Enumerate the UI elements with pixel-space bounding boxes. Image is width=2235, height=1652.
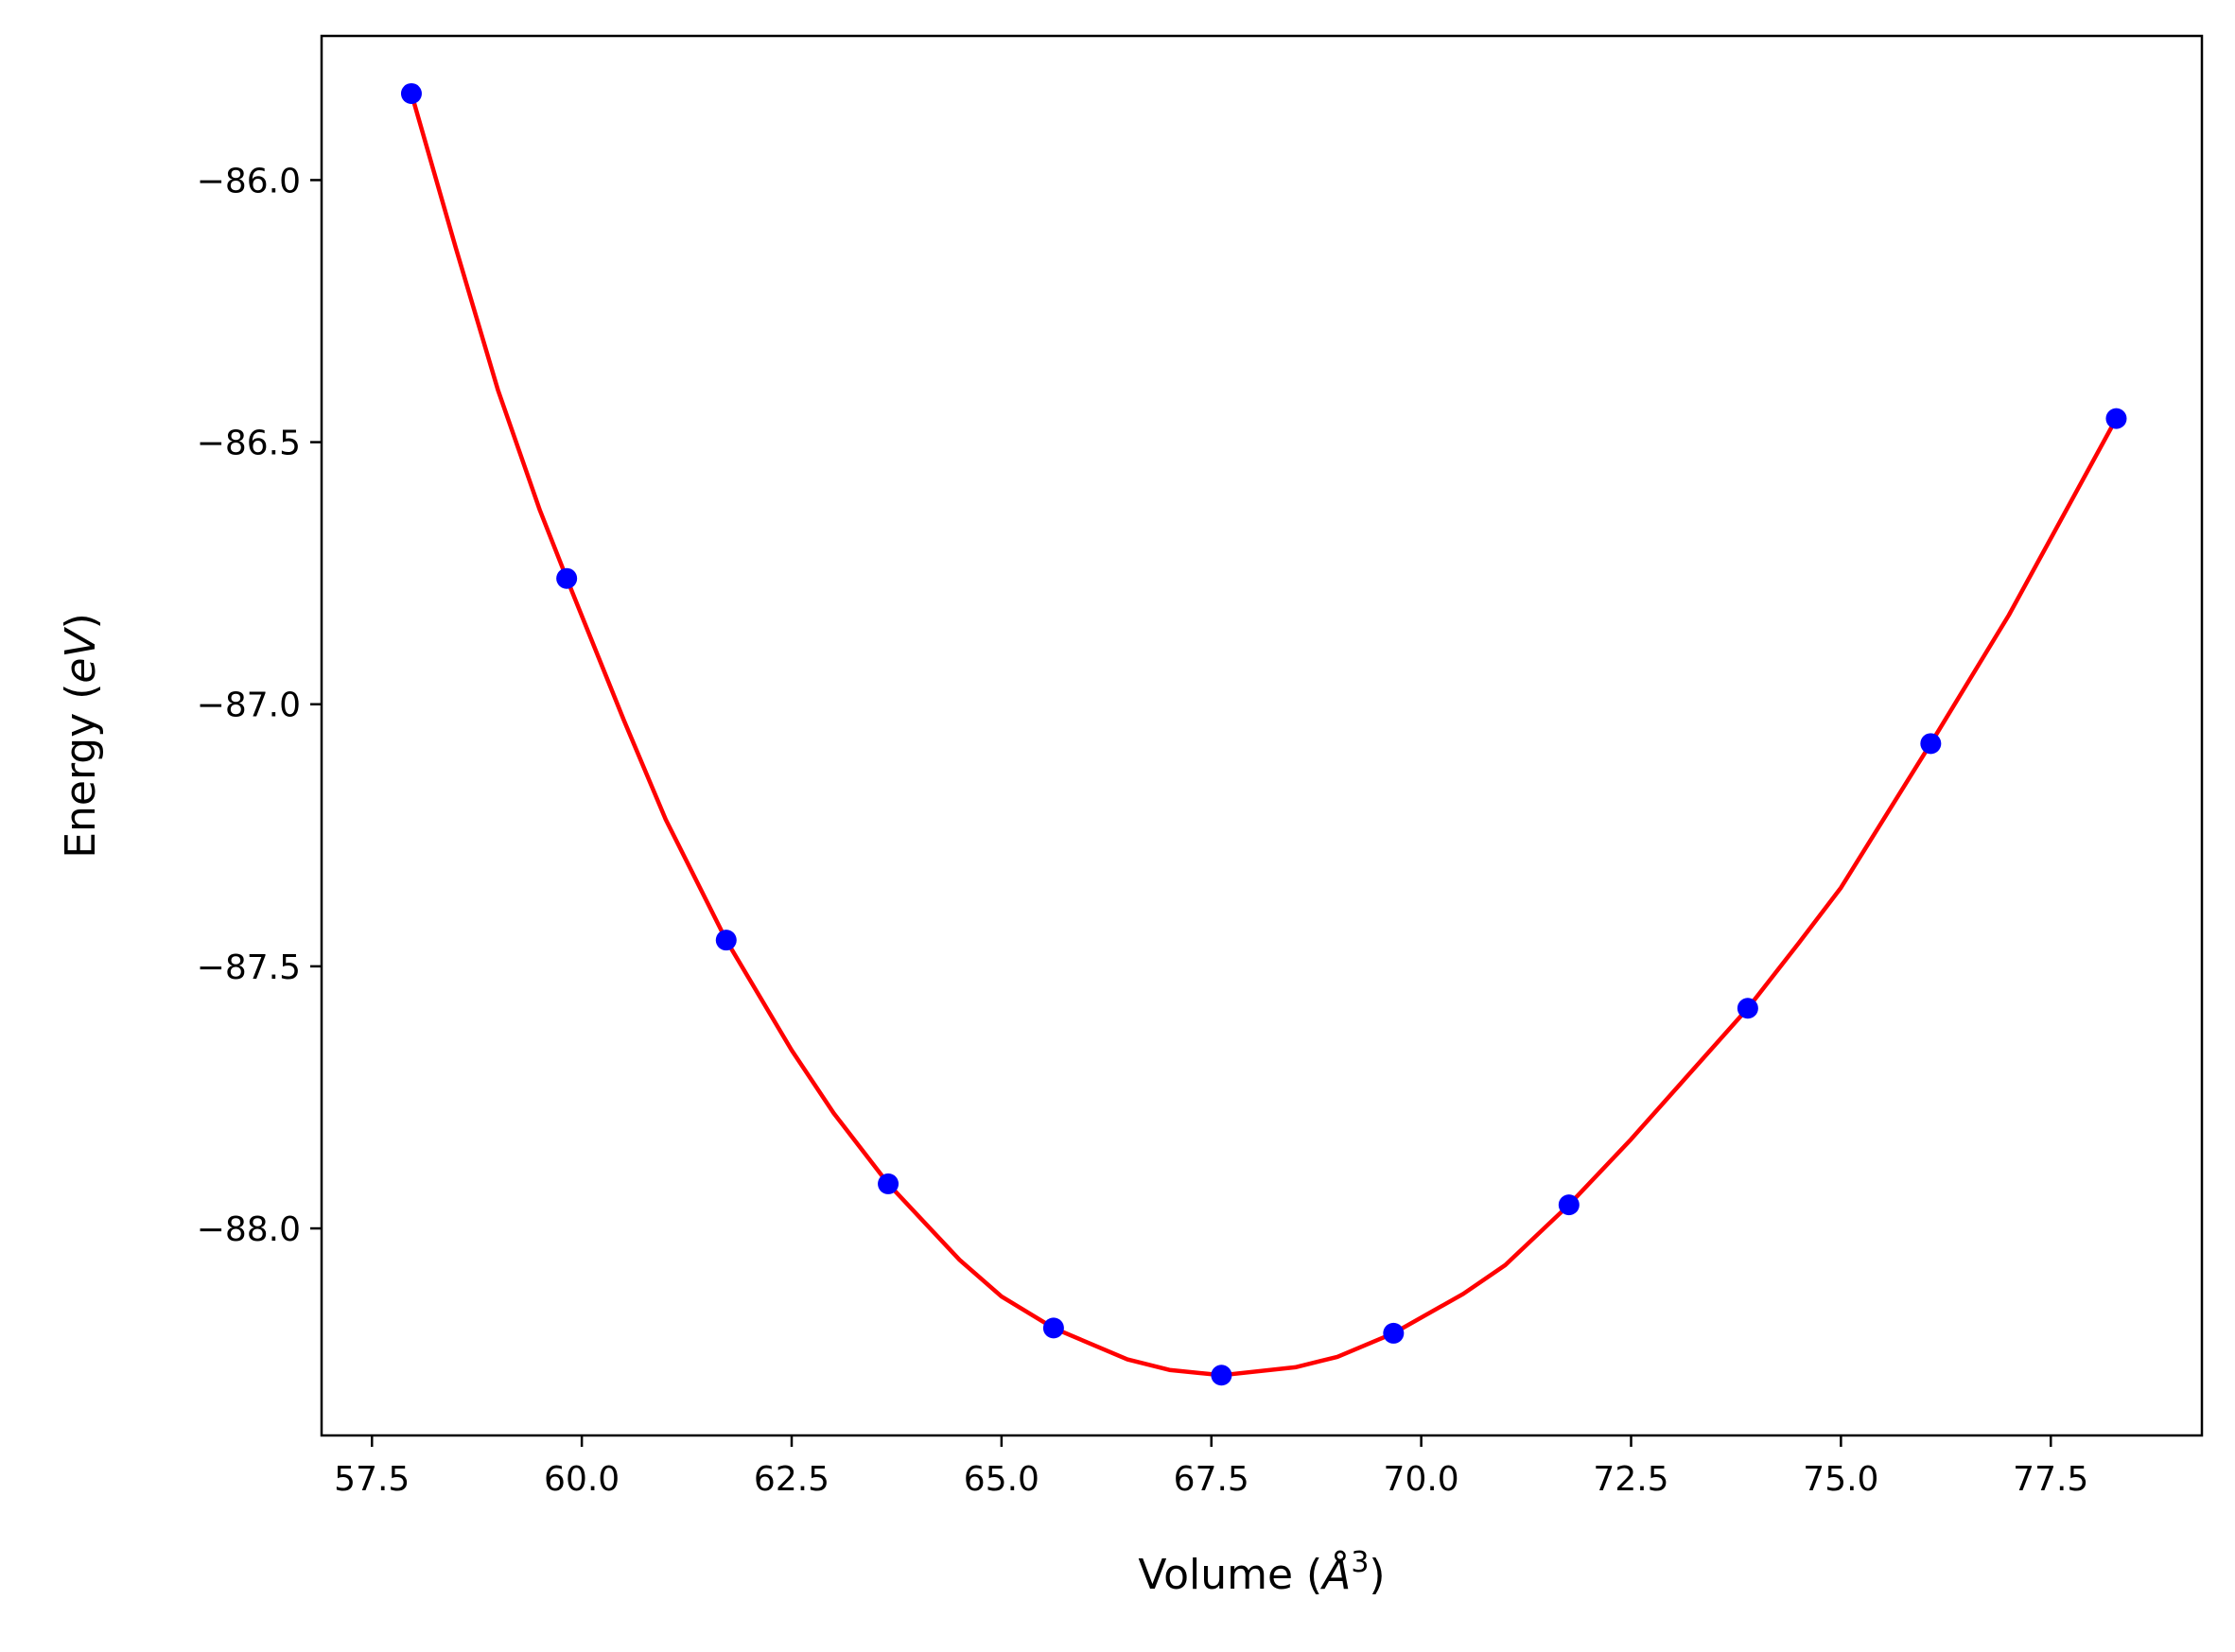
y-tick-label: −88.0	[197, 1210, 301, 1249]
data-point	[715, 930, 737, 951]
x-tick-label: 57.5	[334, 1460, 410, 1499]
y-tick-label: −86.0	[197, 162, 301, 200]
x-axis-label: Volume (Å3)	[1138, 1546, 1385, 1599]
x-tick-label: 67.5	[1174, 1460, 1249, 1499]
y-axis-ticks: −86.0 −86.5 −87.0 −87.5 −88.0	[197, 162, 322, 1249]
y-tick-label: −86.5	[197, 425, 301, 463]
x-axis-ticks: 57.5 60.0 62.5 65.0 67.5 70.0 72.5 75.0 77.5	[334, 1435, 2088, 1499]
y-axis-label-unit: eV	[57, 627, 105, 684]
x-axis-label-prefix: Volume (	[1138, 1551, 1322, 1599]
data-point	[1383, 1322, 1405, 1344]
x-tick-label: 60.0	[544, 1460, 620, 1499]
data-point	[1211, 1365, 1232, 1386]
y-axis-label-prefix: Energy (	[57, 684, 105, 859]
x-tick-label: 77.5	[2013, 1460, 2088, 1499]
x-axis-label-unit-symbol: Å	[1319, 1549, 1351, 1599]
data-point	[400, 82, 422, 104]
x-tick-label: 75.0	[1803, 1460, 1878, 1499]
x-tick-label: 72.5	[1593, 1460, 1668, 1499]
data-point	[2105, 408, 2127, 429]
data-point	[1558, 1194, 1580, 1216]
y-tick-label: −87.0	[197, 687, 301, 725]
x-tick-label: 70.0	[1384, 1460, 1459, 1499]
plot-area-frame	[320, 34, 2204, 1437]
x-axis-label-suffix: )	[1369, 1551, 1385, 1599]
series-layer	[400, 82, 2127, 1386]
data-point	[1042, 1317, 1064, 1339]
data-point	[1737, 998, 1758, 1019]
x-axis-label-unit-exponent: 3	[1351, 1546, 1369, 1579]
data-point	[556, 567, 578, 589]
data-point	[878, 1173, 899, 1194]
y-tick-label: −87.5	[197, 948, 301, 987]
y-axis-label-suffix: )	[57, 613, 105, 629]
y-axis-label: Energy (eV)	[57, 613, 105, 859]
x-tick-label: 65.0	[964, 1460, 1039, 1499]
data-point	[1920, 733, 1942, 755]
x-tick-label: 62.5	[754, 1460, 829, 1499]
